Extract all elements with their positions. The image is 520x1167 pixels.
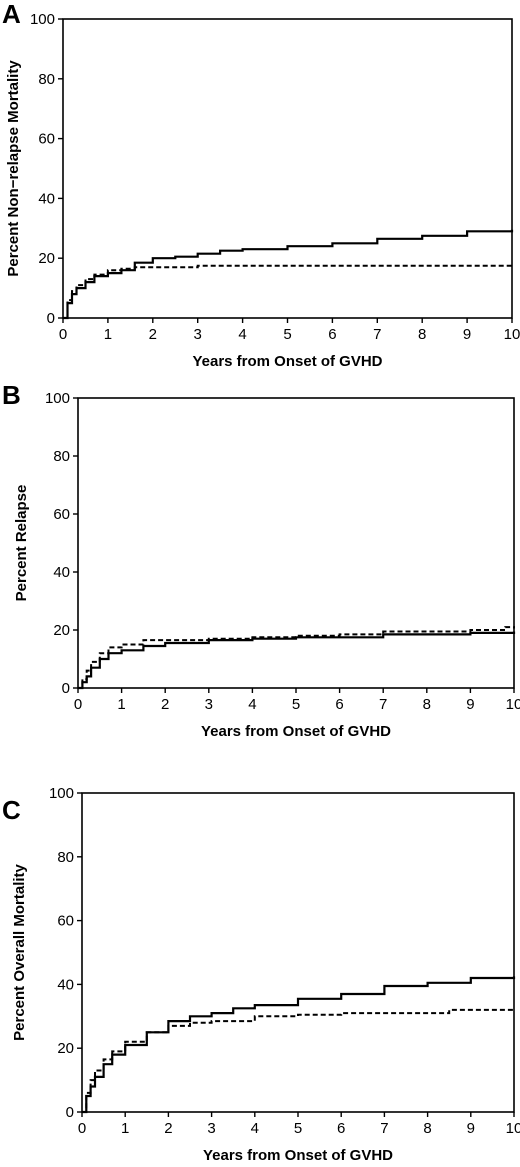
x-tick-label: 8 xyxy=(418,326,426,343)
x-tick-label: 9 xyxy=(467,1120,475,1137)
panel-c-letter: C xyxy=(2,795,21,825)
y-tick-label: 100 xyxy=(45,390,70,407)
y-tick-label: 40 xyxy=(53,564,70,581)
x-tick-label: 1 xyxy=(117,696,125,713)
y-tick-label: 100 xyxy=(49,785,74,802)
x-tick-label: 3 xyxy=(207,1120,215,1137)
x-tick-label: 7 xyxy=(379,696,387,713)
x-tick-label: 5 xyxy=(292,696,300,713)
dashed-series-line xyxy=(82,1008,514,1113)
x-tick-label: 4 xyxy=(251,1120,259,1137)
x-axis-label: Years from Onset of GVHD xyxy=(203,1147,393,1164)
x-tick-label: 2 xyxy=(164,1120,172,1137)
x-tick-label: 4 xyxy=(238,326,246,343)
x-tick-label: 9 xyxy=(463,326,471,343)
y-tick-label: 80 xyxy=(57,849,74,866)
dashed-series-line xyxy=(63,264,512,319)
x-tick-label: 10 xyxy=(506,696,520,713)
y-tick-label: 0 xyxy=(66,1104,74,1121)
y-tick-label: 80 xyxy=(38,71,55,88)
x-tick-label: 7 xyxy=(373,326,381,343)
y-axis-label: Percent Non−relapse Mortality xyxy=(5,60,22,277)
solid-series-line xyxy=(78,631,516,690)
y-tick-label: 40 xyxy=(57,976,74,993)
x-tick-label: 10 xyxy=(504,326,520,343)
y-tick-label: 60 xyxy=(38,131,55,148)
x-tick-label: 4 xyxy=(248,696,256,713)
solid-series-line xyxy=(63,229,514,320)
x-tick-label: 6 xyxy=(335,696,343,713)
y-tick-label: 20 xyxy=(57,1040,74,1057)
x-tick-label: 7 xyxy=(380,1120,388,1137)
x-tick-label: 10 xyxy=(506,1120,520,1137)
x-tick-label: 2 xyxy=(161,696,169,713)
x-tick-label: 6 xyxy=(328,326,336,343)
y-tick-label: 0 xyxy=(62,680,70,697)
y-tick-label: 40 xyxy=(38,190,55,207)
x-tick-label: 2 xyxy=(149,326,157,343)
panel-c-plot-frame xyxy=(81,792,515,1113)
x-tick-label: 9 xyxy=(466,696,474,713)
y-tick-label: 20 xyxy=(38,250,55,267)
x-tick-label: 5 xyxy=(294,1120,302,1137)
x-tick-label: 1 xyxy=(121,1120,129,1137)
y-tick-label: 60 xyxy=(57,913,74,930)
dashed-series-line xyxy=(78,626,515,689)
y-tick-label: 60 xyxy=(53,506,70,523)
x-tick-label: 1 xyxy=(104,326,112,343)
y-axis-label: Percent Relapse xyxy=(13,485,30,602)
x-tick-label: 3 xyxy=(205,696,213,713)
x-axis-label: Years from Onset of GVHD xyxy=(201,723,391,740)
x-tick-label: 8 xyxy=(423,1120,431,1137)
x-axis-label: Years from Onset of GVHD xyxy=(192,353,382,370)
y-tick-label: 80 xyxy=(53,448,70,465)
panel-b-letter: B xyxy=(2,380,21,410)
x-tick-label: 6 xyxy=(337,1120,345,1137)
x-tick-label: 5 xyxy=(283,326,291,343)
x-tick-label: 0 xyxy=(78,1120,86,1137)
y-tick-label: 0 xyxy=(47,310,55,327)
x-tick-label: 3 xyxy=(194,326,202,343)
panel-a-plot-frame xyxy=(62,18,513,319)
y-tick-label: 20 xyxy=(53,622,70,639)
x-tick-label: 0 xyxy=(74,696,82,713)
x-tick-label: 8 xyxy=(423,696,431,713)
solid-series-line xyxy=(82,976,516,1114)
panel-a-letter: A xyxy=(2,0,21,29)
y-tick-label: 100 xyxy=(30,11,55,28)
y-axis-label: Percent Overall Mortality xyxy=(11,863,28,1040)
x-tick-label: 0 xyxy=(59,326,67,343)
